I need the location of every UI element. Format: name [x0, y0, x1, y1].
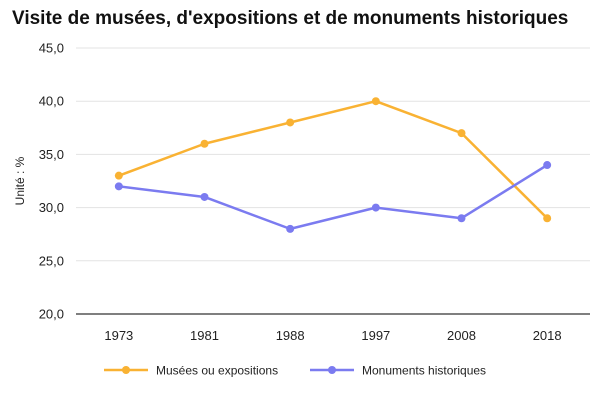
- data-point: [200, 192, 209, 201]
- x-tick-label: 1981: [190, 328, 219, 343]
- data-point: [543, 214, 552, 223]
- y-tick-label: 20,0: [39, 307, 64, 322]
- x-tick-label: 1997: [361, 328, 390, 343]
- data-point: [543, 161, 552, 170]
- legend-item: Musées ou expositions: [104, 364, 278, 378]
- x-tick-label: 1988: [276, 328, 305, 343]
- x-tick-label: 1973: [104, 328, 133, 343]
- gridlines: [76, 47, 590, 315]
- x-tick-label: 2018: [533, 328, 562, 343]
- series-line: [117, 163, 549, 231]
- series-2: [114, 161, 552, 233]
- series-1: [114, 97, 552, 223]
- data-point: [371, 97, 380, 106]
- y-axis-ticks: 20,0 25,0 30,0 35,0 40,0 45,0: [39, 41, 64, 322]
- data-point: [457, 129, 466, 138]
- x-tick-label: 2008: [447, 328, 476, 343]
- legend-marker: [328, 366, 336, 374]
- legend-label: Musées ou expositions: [156, 364, 278, 378]
- y-tick-label: 40,0: [39, 94, 64, 109]
- data-point: [457, 214, 466, 223]
- legend: Musées ou expositions Monuments historiqu…: [104, 364, 486, 378]
- data-point: [286, 118, 295, 127]
- legend-marker: [122, 366, 130, 374]
- y-axis-label: Unité : %: [13, 156, 27, 205]
- data-point: [114, 171, 123, 180]
- series-layer: [114, 97, 552, 233]
- data-point: [371, 203, 380, 212]
- legend-item: Monuments historiques: [310, 364, 486, 378]
- y-tick-label: 25,0: [39, 253, 64, 268]
- y-tick-label: 30,0: [39, 200, 64, 215]
- legend-label: Monuments historiques: [362, 364, 486, 378]
- data-point: [114, 182, 123, 191]
- data-point: [200, 139, 209, 148]
- series-line: [117, 99, 549, 220]
- x-axis-ticks: 1973 1981 1988 1997 2008 2018: [104, 328, 561, 343]
- y-tick-label: 45,0: [39, 41, 64, 56]
- y-tick-label: 35,0: [39, 147, 64, 162]
- chart-title: Visite de musées, d'expositions et de mo…: [12, 8, 569, 29]
- data-point: [286, 224, 295, 233]
